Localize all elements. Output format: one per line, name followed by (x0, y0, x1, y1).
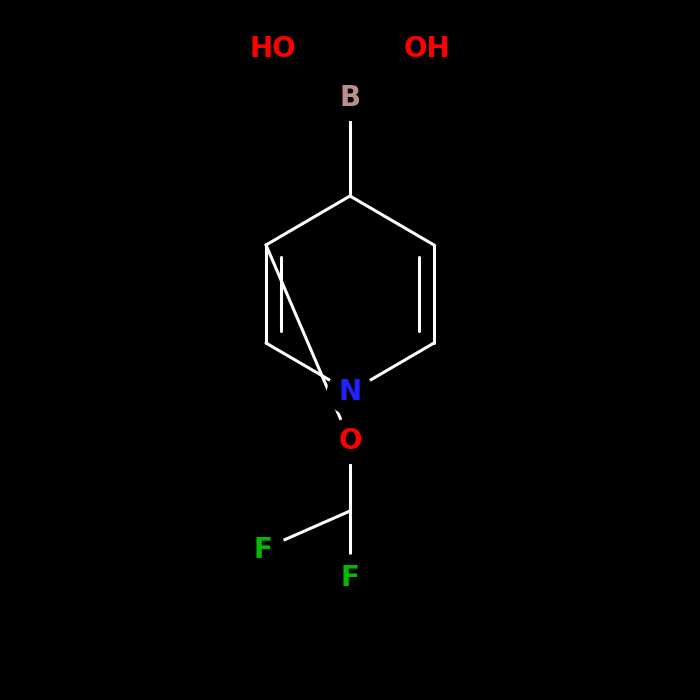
Circle shape (328, 370, 372, 414)
Text: O: O (338, 427, 362, 455)
Circle shape (240, 527, 285, 572)
Circle shape (328, 76, 372, 120)
Text: B: B (340, 84, 360, 112)
Text: N: N (338, 378, 362, 406)
Circle shape (328, 555, 372, 600)
Text: F: F (341, 564, 359, 592)
Circle shape (328, 419, 372, 463)
Circle shape (232, 8, 314, 90)
Text: OH: OH (404, 35, 450, 63)
Circle shape (386, 8, 468, 90)
Text: F: F (253, 536, 272, 564)
Text: HO: HO (250, 35, 296, 63)
